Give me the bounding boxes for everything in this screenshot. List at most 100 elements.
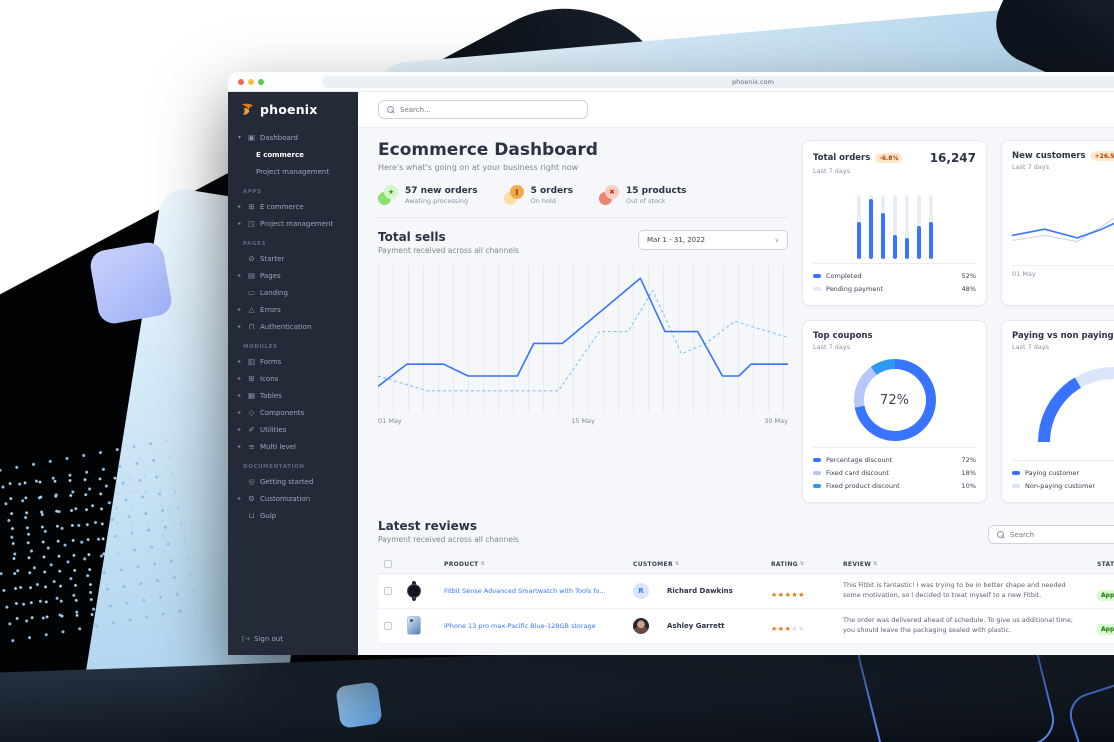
- sidebar-section-modules: MODULES: [243, 344, 278, 350]
- brand-logo[interactable]: phoenix: [228, 92, 358, 123]
- caret-icon: ▸: [238, 323, 242, 330]
- sidebar-section-apps: APPS: [243, 189, 262, 195]
- brand-name: phoenix: [260, 102, 318, 117]
- sidebar-item-label: Components: [260, 408, 305, 417]
- sidebar-item-getting-started[interactable]: ◎ Getting started: [238, 473, 348, 490]
- card-title: Top coupons: [813, 331, 873, 341]
- column-rating[interactable]: RATING ⇅: [771, 560, 805, 568]
- sort-icon: ⇅: [873, 561, 878, 567]
- column-customer[interactable]: CUSTOMER ⇅: [633, 560, 680, 568]
- product-image[interactable]: [407, 616, 421, 636]
- product-link[interactable]: Fitbit Sense Advanced Smartwatch with To…: [444, 587, 606, 595]
- review-text: This Fitbit is fantastic! I was trying t…: [843, 581, 1066, 599]
- date-range-value: Mar 1 - 31, 2022: [647, 236, 706, 244]
- star-filled-icon: ★: [771, 590, 778, 599]
- global-search[interactable]: [378, 100, 588, 119]
- sidebar-item-ecommerce[interactable]: ▸ ⊞ E commerce: [238, 198, 348, 215]
- app: phoenix ▾ ▣ Dashboard E commerce Project man…: [228, 92, 1114, 655]
- star-filled-icon: ★: [777, 590, 785, 599]
- legend-label: Fixed card discount: [826, 468, 889, 477]
- phoenix-logo-icon: [241, 103, 254, 115]
- sidebar-item-label: E commerce: [256, 150, 304, 159]
- window-close-icon[interactable]: [238, 78, 244, 85]
- landing-icon: ▭: [247, 288, 256, 297]
- icons-icon: ⊞: [248, 374, 255, 383]
- row-checkbox[interactable]: [384, 621, 392, 630]
- stats-row: ★ 57 new orders Awating processing: [378, 185, 788, 218]
- sidebar-section-pages: PAGES: [243, 241, 267, 247]
- column-review[interactable]: REVIEW ⇅: [843, 560, 878, 568]
- legend-label: Non-paying customer: [1025, 481, 1095, 490]
- window-maximize-icon[interactable]: [258, 78, 264, 85]
- legend-swatch: [813, 286, 821, 291]
- new-customers-chart: [1012, 197, 1114, 259]
- sidebar-item-components[interactable]: ▸ ◇ Components: [238, 404, 348, 421]
- card-value: 16,247: [929, 151, 976, 165]
- sidebar-item-project-management-dashboard[interactable]: Project management: [238, 163, 348, 180]
- reviews-search-input[interactable]: [1010, 530, 1114, 539]
- row-checkbox[interactable]: [384, 587, 392, 595]
- sidebar-item-gulp[interactable]: ⊔ Gulp: [238, 507, 348, 524]
- product-link[interactable]: iPhone 13 pro max-Pacific Blue-128GB sto…: [444, 621, 596, 630]
- bar: [856, 195, 861, 259]
- legend-row: Completed 52%: [813, 269, 976, 282]
- sidebar-item-forms[interactable]: ▸ ▥ Forms: [238, 353, 348, 370]
- legend-swatch: [1012, 483, 1020, 488]
- date-range-select[interactable]: Mar 1 - 31, 2022 ∨: [638, 230, 788, 250]
- card-title: New customers: [1012, 151, 1086, 161]
- getting-started-icon: ◎: [248, 477, 255, 486]
- star-icon: ★: [384, 185, 398, 199]
- sidebar-item-tables[interactable]: ▸ ▦ Tables: [238, 387, 348, 404]
- legend-row: Non-paying customer: [1012, 479, 1114, 492]
- column-status[interactable]: STATUS⇅: [1097, 560, 1114, 568]
- sidebar-item-icons[interactable]: ▸ ⊞ Icons: [238, 370, 348, 387]
- forms-icon: ▥: [247, 357, 256, 366]
- total-orders-card: Total orders -6.8% 16,247 Last 7 days Co…: [802, 140, 987, 306]
- axis-label: 01 May: [1012, 265, 1114, 278]
- sidebar-item-multi-level[interactable]: ▸ ≡ Multi level: [238, 438, 348, 455]
- sidebar-item-project-management[interactable]: ▸ ◳ Project management: [238, 215, 348, 232]
- sidebar-item-authentication[interactable]: ▸ ⊓ Authentication: [238, 318, 348, 335]
- search-input[interactable]: [400, 105, 579, 114]
- sidebar-item-starter[interactable]: ⊘ Starter: [238, 250, 348, 267]
- star-empty-icon: ★: [798, 625, 805, 634]
- tables-icon: ▦: [247, 391, 256, 400]
- legend-row: Percentage discount 72%: [813, 453, 976, 466]
- sidebar-item-pages[interactable]: ▸ ▤ Pages: [238, 267, 348, 284]
- sidebar-item-label: Multi level: [260, 442, 296, 451]
- customer-name: Richard Dawkins: [667, 587, 733, 595]
- sidebar-item-ecommerce-dashboard[interactable]: E commerce: [238, 146, 348, 163]
- sidebar-item-landing[interactable]: ▭ Landing: [238, 284, 348, 301]
- stat-value: 5 orders: [530, 185, 573, 196]
- star-filled-icon: ★: [771, 625, 778, 634]
- sort-icon: ⇅: [674, 561, 680, 567]
- chevron-down-icon: ∨: [774, 236, 779, 244]
- sidebar-item-label: Customization: [260, 494, 311, 503]
- legend-swatch: [1012, 470, 1020, 475]
- stat-new-orders: ★ 57 new orders Awating processing: [378, 185, 478, 205]
- caret-icon: ▾: [238, 134, 242, 141]
- sidebar-item-label: Forms: [260, 357, 282, 366]
- total-sells-title: Total sells: [378, 230, 446, 244]
- legend-value: 10%: [961, 481, 976, 490]
- top-coupons-card: Top coupons Last 7 days 72% Percentage: [802, 320, 987, 503]
- sidebar-item-errors[interactable]: ▸ △ Errors: [238, 301, 348, 318]
- product-image[interactable]: [404, 581, 424, 601]
- url-bar[interactable]: phoenix.com: [322, 75, 1114, 88]
- review-text: The order was delivered ahead of schedul…: [843, 616, 1073, 634]
- sidebar-item-utilities[interactable]: ▸ ✐ Utilities: [238, 421, 348, 438]
- dashboard-icon: ▣: [247, 133, 256, 142]
- select-all-checkbox[interactable]: [384, 560, 392, 568]
- sidebar-item-dashboard[interactable]: ▾ ▣ Dashboard: [238, 129, 348, 146]
- window-minimize-icon[interactable]: [248, 78, 254, 85]
- sidebar-item-label: Utilities: [260, 425, 287, 434]
- reviews-search[interactable]: [988, 525, 1114, 544]
- browser-window: phoenix.com phoenix ▾ ▣ Dashboard E commerc…: [228, 72, 1114, 655]
- column-product[interactable]: PRODUCT ⇅: [444, 560, 486, 568]
- caret-icon: ▸: [238, 375, 242, 382]
- sidebar-item-customization[interactable]: ▸ ⚙ Customization: [238, 490, 348, 507]
- starter-icon: ⊘: [248, 254, 255, 263]
- pages-icon: ▤: [247, 271, 256, 280]
- sign-out-button[interactable]: [→ Sign out: [228, 625, 358, 655]
- sidebar-nav: ▾ ▣ Dashboard E commerce Project management A…: [228, 123, 358, 625]
